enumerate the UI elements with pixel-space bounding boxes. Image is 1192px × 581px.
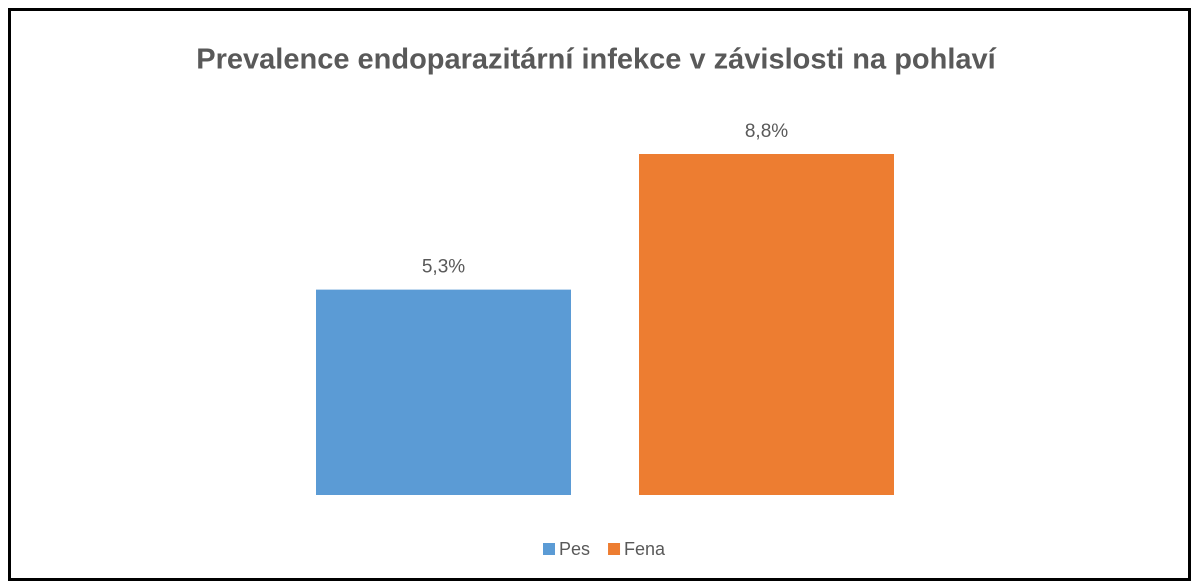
data-label: 5,3%	[422, 257, 465, 278]
bar	[316, 289, 571, 495]
legend-label: Pes	[559, 539, 590, 559]
bar	[639, 154, 894, 495]
legend-label: Fena	[624, 539, 666, 559]
chart-title: Prevalence endoparazitární infekce v záv…	[196, 44, 996, 76]
legend-swatch	[608, 543, 621, 555]
legend-swatch	[543, 543, 555, 555]
data-label: 8,8%	[745, 121, 788, 142]
chart-frame	[8, 8, 1191, 581]
